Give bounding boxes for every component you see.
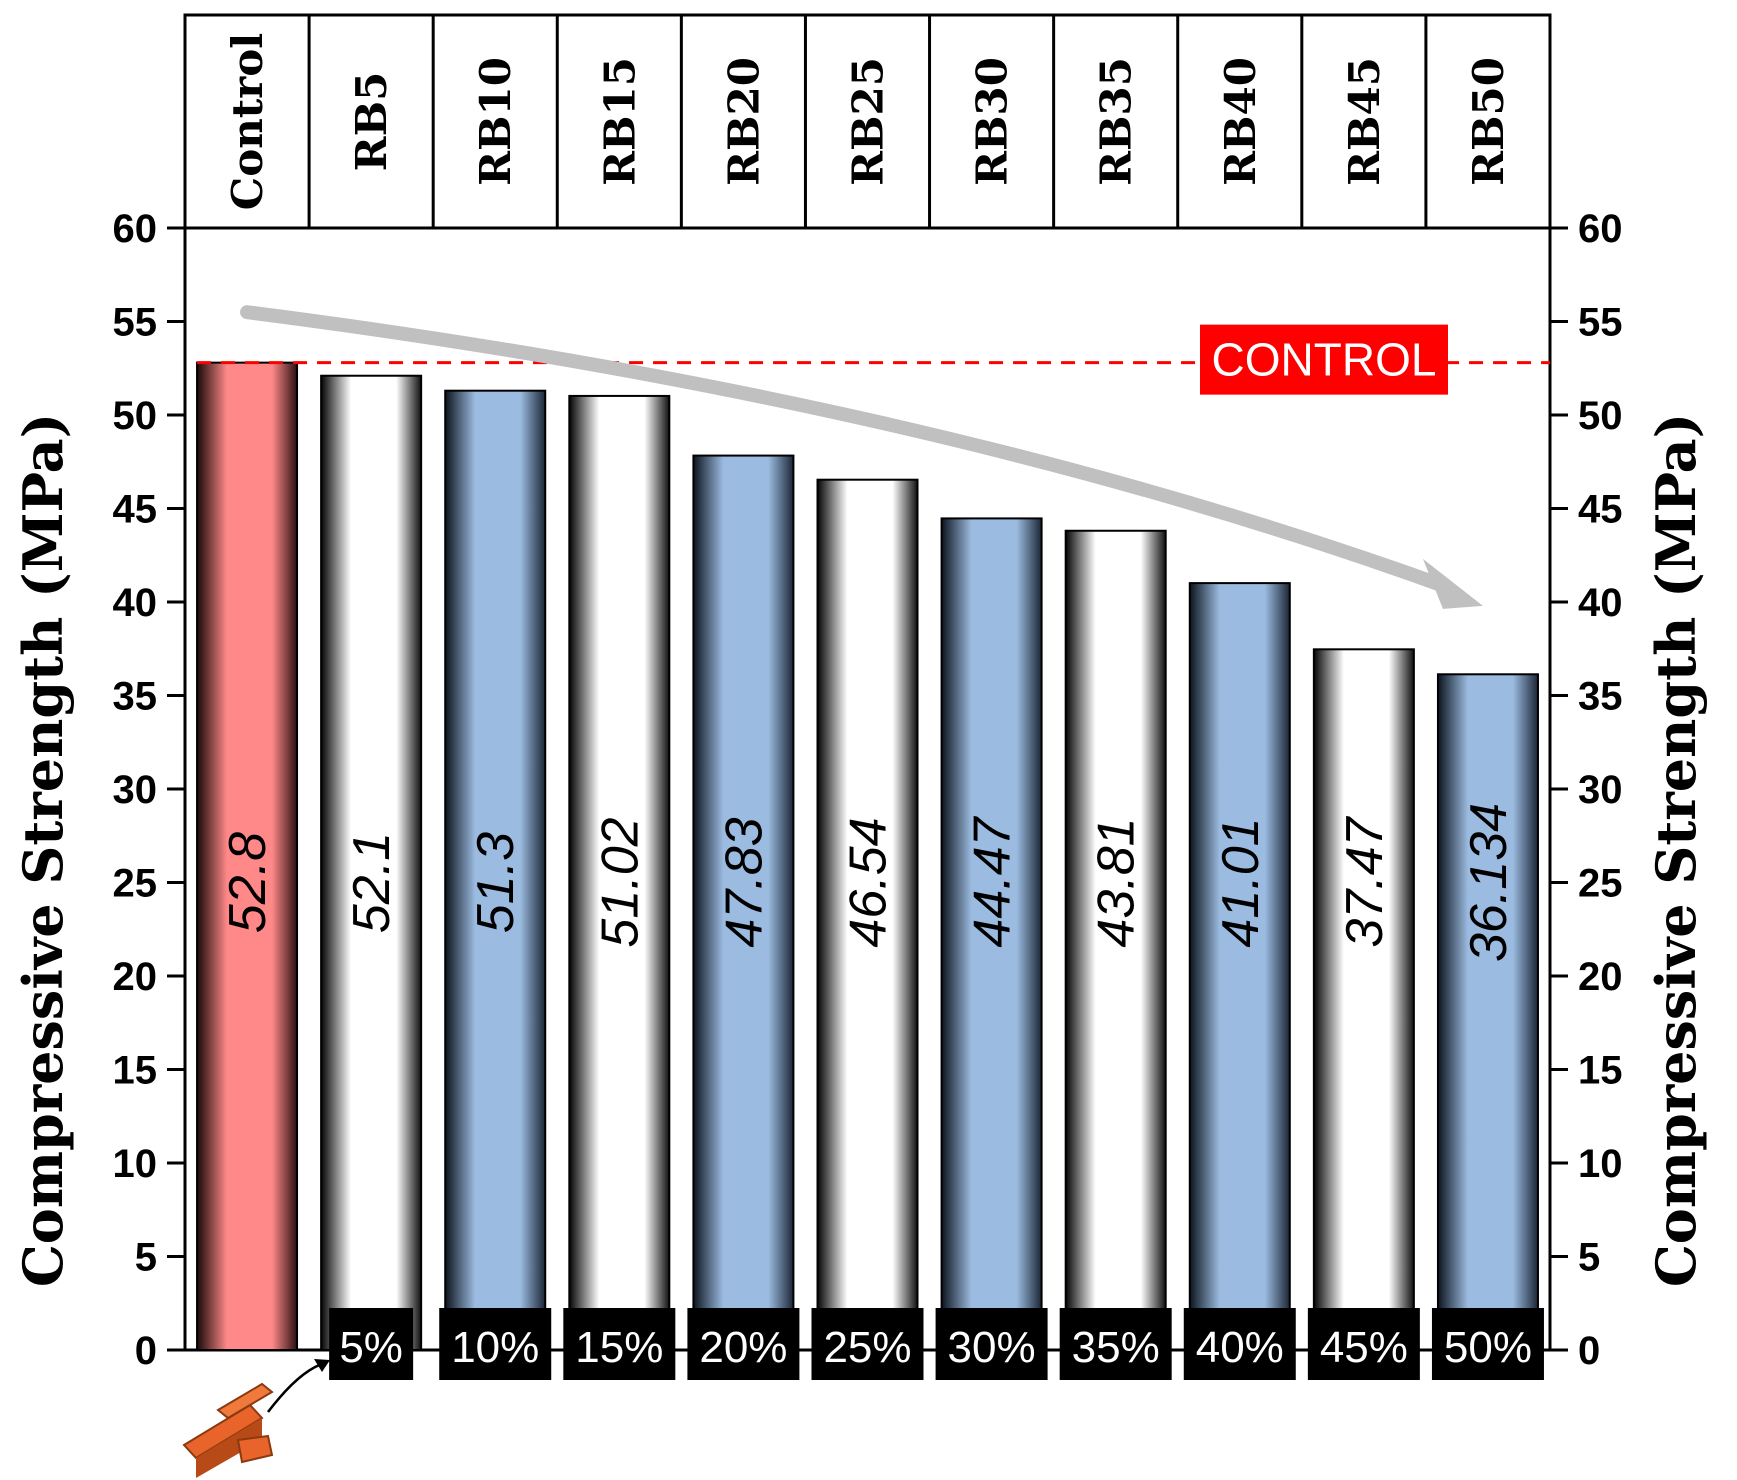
category-label-rb10: RB10: [471, 57, 520, 186]
value-label-rb20: 47.83: [715, 817, 773, 947]
value-label-rb5: 52.1: [343, 832, 401, 933]
right-tick-label: 0: [1578, 1329, 1600, 1373]
replacement-badge-rb15: [563, 1308, 676, 1380]
curved-arrow-icon: [267, 1359, 330, 1413]
category-label-rb40: RB40: [1216, 57, 1265, 186]
value-label-rb40: 41.01: [1212, 817, 1270, 947]
category-label-rb25: RB25: [844, 57, 893, 186]
replacement-label-rb45: 45%: [1320, 1323, 1408, 1372]
control-label-box: [1200, 324, 1448, 395]
bar-rb30: [940, 517, 1043, 1351]
bar-rb45: [1312, 648, 1415, 1351]
replacement-badge-rb50: [1431, 1308, 1544, 1380]
right-tick-label: 20: [1578, 955, 1623, 999]
overlay-group: CONTROL: [197, 305, 1550, 609]
replacement-label-rb40: 40%: [1196, 1323, 1284, 1372]
brick-icon: [182, 1382, 274, 1478]
category-label-rb15: RB15: [595, 57, 644, 186]
replacement-label-rb5: 5%: [339, 1323, 403, 1372]
left-tick-label: 35: [113, 675, 158, 719]
left-tick-label: 40: [113, 581, 158, 625]
bar-rb20: [692, 454, 795, 1352]
value-label-control: 52.8: [219, 832, 277, 933]
category-label-control: Control: [223, 33, 272, 210]
value-label-rb45: 37.47: [1336, 815, 1394, 947]
right-tick-label: 60: [1578, 207, 1623, 251]
replacement-badge-rb10: [439, 1308, 552, 1380]
left-tick-label: 15: [113, 1049, 158, 1093]
bar-rb15: [568, 394, 671, 1351]
category-label-rb20: RB20: [719, 57, 768, 186]
category-header-row: Control RB5 RB10 RB15 RB20 RB25 RB30 RB35 RB40 RB…: [183, 13, 1552, 1352]
value-label-rb50: 36.134: [1460, 803, 1518, 962]
replacement-label-rb10: 10%: [451, 1323, 539, 1372]
replacement-badges-group: 5% 10% 15% 20% 25% 30% 35% 40% 45% 50%: [329, 1308, 1544, 1380]
left-tick-label: 20: [113, 955, 158, 999]
left-tick-label: 10: [113, 1142, 158, 1186]
bar-rb35: [1064, 529, 1167, 1351]
replacement-badge-rb40: [1183, 1308, 1296, 1380]
value-label-rb15: 51.02: [591, 817, 649, 947]
right-tick-label: 10: [1578, 1142, 1623, 1186]
category-label-rb45: RB45: [1340, 57, 1389, 186]
category-label-rb35: RB35: [1092, 57, 1141, 186]
bar-rb10: [444, 389, 547, 1351]
right-tick-label: 55: [1578, 301, 1623, 345]
right-tick-label: 25: [1578, 862, 1623, 906]
left-tick-label: 50: [113, 394, 158, 438]
left-tick-label: 60: [113, 207, 158, 251]
trend-arrow-shaft: [240, 305, 1445, 591]
left-tick-label: 30: [113, 768, 158, 812]
replacement-badge-rb45: [1307, 1308, 1420, 1380]
replacement-badge-rb25: [811, 1308, 924, 1380]
trend-arrow-head: [1422, 558, 1483, 609]
right-tick-label: 45: [1578, 488, 1623, 532]
left-tick-label: 55: [113, 301, 158, 345]
bar-rb50: [1436, 673, 1539, 1351]
replacement-badge-rb5: [329, 1308, 414, 1380]
right-tick-label: 5: [1578, 1236, 1600, 1280]
control-label: CONTROL: [1212, 334, 1437, 386]
right-tick-label: 50: [1578, 394, 1623, 438]
left-tick-label: 0: [135, 1329, 157, 1373]
category-label-rb30: RB30: [968, 57, 1017, 186]
right-tick-label: 40: [1578, 581, 1623, 625]
right-tick-label: 15: [1578, 1049, 1623, 1093]
replacement-badge-rb35: [1059, 1308, 1172, 1380]
category-label-rb50: RB50: [1464, 57, 1513, 186]
replacement-badge-rb20: [687, 1308, 800, 1380]
left-tick-label: 25: [113, 862, 158, 906]
replacement-label-rb30: 30%: [948, 1323, 1036, 1372]
bar-control: [196, 361, 299, 1351]
value-label-rb25: 46.54: [840, 817, 898, 947]
value-label-rb10: 51.3: [467, 832, 525, 933]
value-labels-group: 52.8 52.1 51.3 51.02 47.83 46.54 44.47 43.81 41.…: [219, 803, 1518, 962]
replacement-label-rb50: 50%: [1444, 1323, 1532, 1372]
bar-rb25: [816, 478, 919, 1351]
replacement-label-rb20: 20%: [699, 1323, 787, 1372]
value-label-rb35: 43.81: [1088, 817, 1146, 947]
bars-group: [196, 361, 1539, 1352]
left-tick-label: 5: [135, 1236, 157, 1280]
left-axis-title: Compressive Strength (MPa): [11, 413, 75, 1287]
replacement-label-rb15: 15%: [575, 1323, 663, 1372]
replacement-badge-rb30: [935, 1308, 1048, 1380]
value-label-rb30: 44.47: [964, 815, 1022, 947]
category-label-rb5: RB5: [347, 72, 396, 172]
replacement-label-rb35: 35%: [1072, 1323, 1160, 1372]
bar-rb40: [1188, 582, 1291, 1351]
replacement-label-rb25: 25%: [823, 1323, 911, 1372]
right-axis-title: Compressive Strength (MPa): [1644, 413, 1708, 1287]
right-tick-label: 30: [1578, 768, 1623, 812]
right-tick-label: 35: [1578, 675, 1623, 719]
bar-rb5: [320, 374, 423, 1352]
left-tick-label: 45: [113, 488, 158, 532]
